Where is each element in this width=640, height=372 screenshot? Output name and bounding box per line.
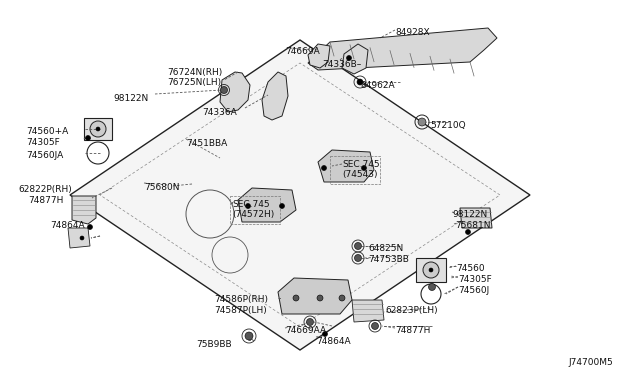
Circle shape	[96, 127, 100, 131]
Circle shape	[86, 135, 90, 141]
FancyBboxPatch shape	[416, 258, 446, 282]
Circle shape	[321, 166, 326, 170]
Text: 84962A: 84962A	[360, 81, 395, 90]
Text: 74560J: 74560J	[458, 286, 489, 295]
Polygon shape	[72, 196, 96, 224]
Text: 74669AA: 74669AA	[285, 326, 326, 335]
Text: 74305F: 74305F	[26, 138, 60, 147]
Polygon shape	[308, 28, 497, 70]
Text: SEC.745: SEC.745	[232, 200, 269, 209]
Polygon shape	[342, 44, 368, 74]
Circle shape	[293, 295, 299, 301]
Polygon shape	[278, 278, 352, 314]
Text: 76724N(RH): 76724N(RH)	[167, 68, 222, 77]
Text: 74864A: 74864A	[316, 337, 351, 346]
Polygon shape	[460, 208, 492, 228]
Text: 84928X: 84928X	[395, 28, 429, 37]
Text: 74587P(LH): 74587P(LH)	[214, 306, 267, 315]
Circle shape	[357, 79, 363, 85]
Circle shape	[90, 121, 106, 137]
Text: 75680N: 75680N	[144, 183, 179, 192]
Text: 74877H: 74877H	[395, 326, 430, 335]
Text: (74543): (74543)	[342, 170, 378, 179]
FancyBboxPatch shape	[84, 118, 112, 140]
Polygon shape	[70, 40, 530, 350]
Text: 7451BBA: 7451BBA	[186, 139, 227, 148]
Circle shape	[346, 55, 351, 61]
Text: SEC.745: SEC.745	[342, 160, 380, 169]
Circle shape	[362, 166, 367, 170]
Circle shape	[307, 318, 314, 326]
Text: 74560: 74560	[456, 264, 484, 273]
Text: 74336A: 74336A	[202, 108, 237, 117]
Text: (74572H): (74572H)	[232, 210, 275, 219]
Circle shape	[245, 332, 253, 340]
Circle shape	[280, 203, 285, 208]
Text: 74864A: 74864A	[50, 221, 84, 230]
Circle shape	[371, 323, 378, 330]
Circle shape	[339, 295, 345, 301]
Circle shape	[418, 118, 426, 126]
Text: 74305F: 74305F	[458, 275, 492, 284]
Text: 74336B–: 74336B–	[322, 60, 361, 69]
Circle shape	[355, 254, 362, 262]
Text: J74700M5: J74700M5	[568, 358, 612, 367]
Text: 62823P(LH): 62823P(LH)	[385, 306, 438, 315]
Text: 62822P(RH): 62822P(RH)	[18, 185, 72, 194]
Circle shape	[429, 283, 435, 291]
Polygon shape	[318, 150, 374, 182]
Polygon shape	[238, 188, 296, 222]
Text: 98122N: 98122N	[113, 94, 148, 103]
Circle shape	[323, 331, 328, 337]
Circle shape	[429, 268, 433, 272]
Text: 64825N: 64825N	[368, 244, 403, 253]
Text: 75681N: 75681N	[455, 221, 490, 230]
Polygon shape	[220, 72, 250, 112]
Text: 76725N(LH): 76725N(LH)	[167, 78, 221, 87]
Circle shape	[465, 230, 470, 234]
Text: 74560JA: 74560JA	[26, 151, 63, 160]
Text: 74753BB: 74753BB	[368, 255, 409, 264]
Text: 74877H: 74877H	[28, 196, 63, 205]
Polygon shape	[68, 228, 90, 248]
Text: 74560+A: 74560+A	[26, 127, 68, 136]
Polygon shape	[308, 44, 330, 68]
Text: 98122N: 98122N	[452, 210, 487, 219]
Polygon shape	[352, 300, 384, 322]
Circle shape	[355, 243, 362, 250]
Polygon shape	[262, 72, 288, 120]
Circle shape	[317, 295, 323, 301]
Circle shape	[88, 224, 93, 230]
Circle shape	[80, 236, 84, 240]
Text: 74669A: 74669A	[285, 47, 320, 56]
Text: 74586P(RH): 74586P(RH)	[214, 295, 268, 304]
Circle shape	[246, 203, 250, 208]
Circle shape	[423, 262, 439, 278]
Text: 57210Q: 57210Q	[430, 121, 466, 130]
Circle shape	[221, 87, 227, 93]
Text: 75B9BB: 75B9BB	[196, 340, 232, 349]
